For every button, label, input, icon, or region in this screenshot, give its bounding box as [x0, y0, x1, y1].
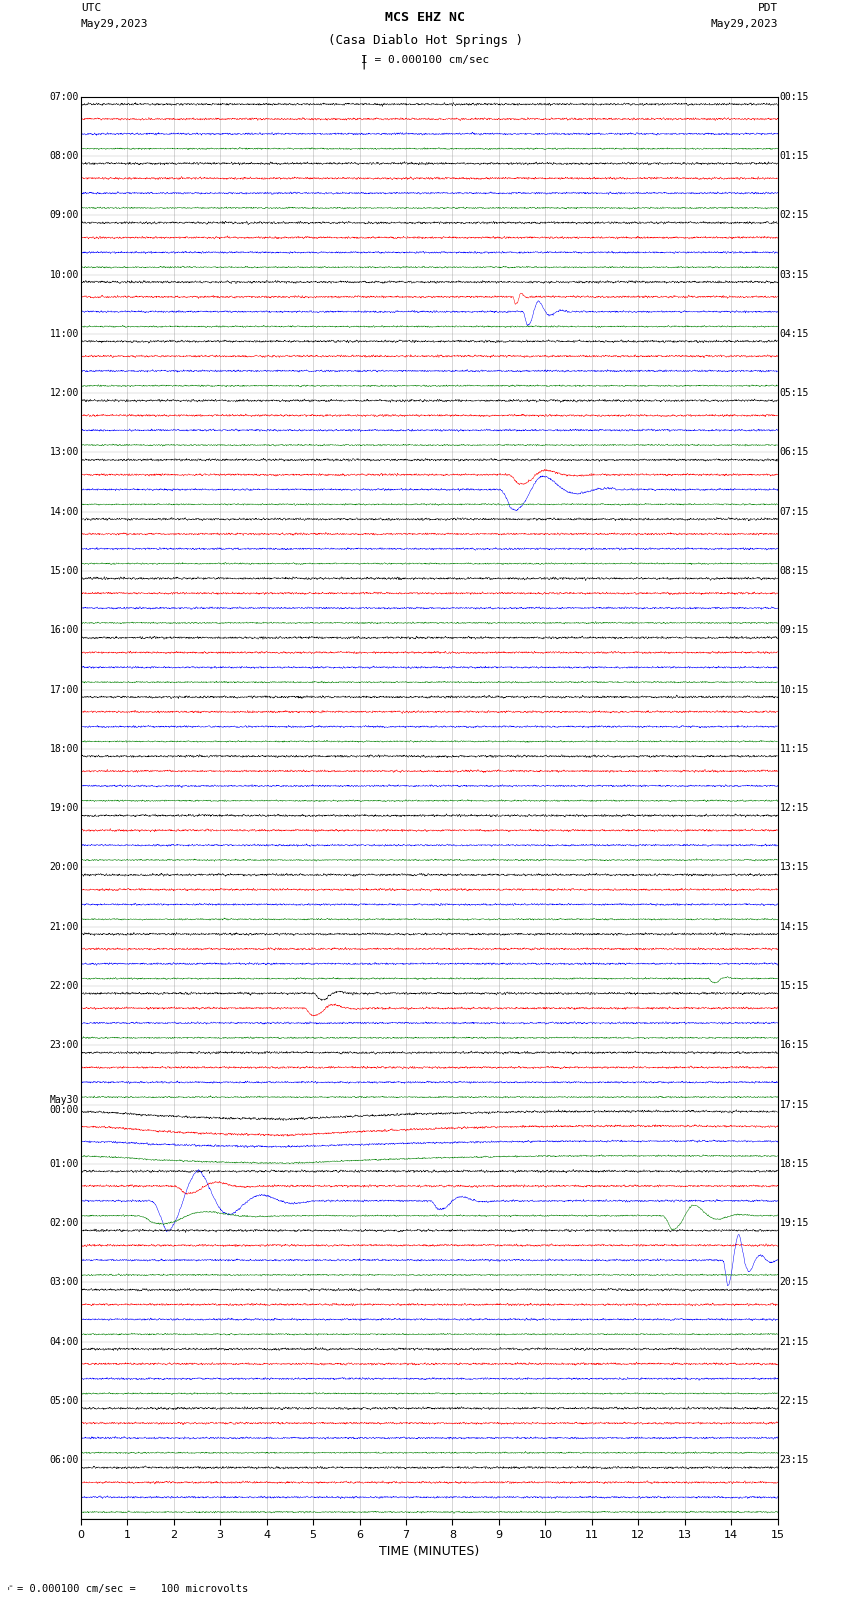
Text: 23:00: 23:00 — [49, 1040, 79, 1050]
Text: 00:00: 00:00 — [49, 1105, 79, 1115]
Text: 02:00: 02:00 — [49, 1218, 79, 1227]
Text: May29,2023: May29,2023 — [81, 19, 148, 29]
Text: 19:15: 19:15 — [779, 1218, 809, 1227]
Text: 14:15: 14:15 — [779, 921, 809, 932]
Text: May30: May30 — [49, 1095, 79, 1105]
Text: 12:15: 12:15 — [779, 803, 809, 813]
Text: 06:00: 06:00 — [49, 1455, 79, 1465]
Text: 11:15: 11:15 — [779, 744, 809, 753]
Text: 16:15: 16:15 — [779, 1040, 809, 1050]
Text: PDT: PDT — [757, 3, 778, 13]
Text: 15:00: 15:00 — [49, 566, 79, 576]
Text: 20:15: 20:15 — [779, 1277, 809, 1287]
Text: 13:15: 13:15 — [779, 863, 809, 873]
Text: 18:00: 18:00 — [49, 744, 79, 753]
Text: = 0.000100 cm/sec =    100 microvolts: = 0.000100 cm/sec = 100 microvolts — [17, 1584, 248, 1594]
Text: 09:15: 09:15 — [779, 626, 809, 636]
Text: 10:15: 10:15 — [779, 684, 809, 695]
Text: 22:00: 22:00 — [49, 981, 79, 990]
Text: |: | — [360, 55, 368, 69]
Text: 07:15: 07:15 — [779, 506, 809, 516]
Text: 21:15: 21:15 — [779, 1337, 809, 1347]
Text: 08:15: 08:15 — [779, 566, 809, 576]
Text: 07:00: 07:00 — [49, 92, 79, 102]
Text: 23:15: 23:15 — [779, 1455, 809, 1465]
Text: 14:00: 14:00 — [49, 506, 79, 516]
Text: 05:00: 05:00 — [49, 1395, 79, 1407]
Text: 05:15: 05:15 — [779, 389, 809, 398]
Text: UTC: UTC — [81, 3, 101, 13]
Text: 10:00: 10:00 — [49, 269, 79, 279]
Text: 08:00: 08:00 — [49, 152, 79, 161]
Text: 04:00: 04:00 — [49, 1337, 79, 1347]
Text: 00:15: 00:15 — [779, 92, 809, 102]
Text: 22:15: 22:15 — [779, 1395, 809, 1407]
Text: 01:00: 01:00 — [49, 1158, 79, 1169]
X-axis label: TIME (MINUTES): TIME (MINUTES) — [379, 1545, 479, 1558]
Text: 06:15: 06:15 — [779, 447, 809, 458]
Text: 12:00: 12:00 — [49, 389, 79, 398]
Text: 20:00: 20:00 — [49, 863, 79, 873]
Text: 18:15: 18:15 — [779, 1158, 809, 1169]
Text: 21:00: 21:00 — [49, 921, 79, 932]
Text: 15:15: 15:15 — [779, 981, 809, 990]
Text: May29,2023: May29,2023 — [711, 19, 778, 29]
Text: 17:15: 17:15 — [779, 1100, 809, 1110]
Text: I = 0.000100 cm/sec: I = 0.000100 cm/sec — [361, 55, 489, 65]
Text: 19:00: 19:00 — [49, 803, 79, 813]
Text: 03:00: 03:00 — [49, 1277, 79, 1287]
Text: 01:15: 01:15 — [779, 152, 809, 161]
Text: 02:15: 02:15 — [779, 210, 809, 221]
Text: 03:15: 03:15 — [779, 269, 809, 279]
Text: (Casa Diablo Hot Springs ): (Casa Diablo Hot Springs ) — [327, 34, 523, 47]
Text: 17:00: 17:00 — [49, 684, 79, 695]
Text: 04:15: 04:15 — [779, 329, 809, 339]
Text: MCS EHZ NC: MCS EHZ NC — [385, 11, 465, 24]
Text: 09:00: 09:00 — [49, 210, 79, 221]
Text: 13:00: 13:00 — [49, 447, 79, 458]
Text: 11:00: 11:00 — [49, 329, 79, 339]
Text: 16:00: 16:00 — [49, 626, 79, 636]
Text: ⌌: ⌌ — [4, 1581, 12, 1594]
